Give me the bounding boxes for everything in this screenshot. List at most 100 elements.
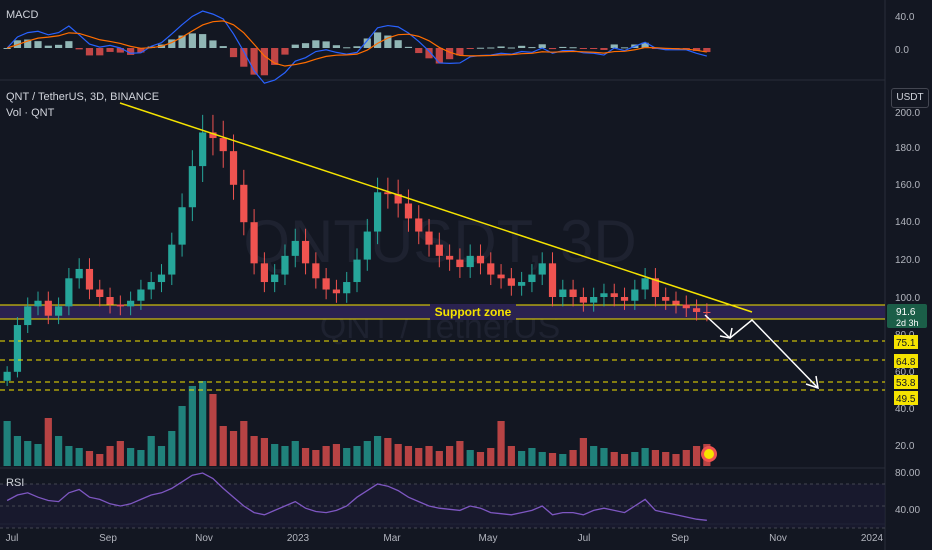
candlesticks	[3, 114, 711, 386]
macd-label: MACD	[6, 9, 38, 21]
macd-histogram-bar	[322, 41, 330, 48]
candle-body	[641, 278, 649, 290]
candle-body	[559, 289, 567, 297]
volume-bar	[651, 450, 660, 466]
macd-histogram-bar	[116, 48, 124, 53]
candle-body	[291, 240, 299, 256]
level-price-tag[interactable]	[894, 391, 918, 405]
macd-histogram-bar	[435, 48, 443, 64]
macd-histogram-bar	[44, 45, 52, 48]
rsi-band	[0, 484, 885, 528]
currency-button[interactable]: USDT	[891, 88, 929, 108]
axes-layer: 200.0180.0160.0140.0120.0100.080.060.040…	[6, 12, 927, 544]
volume-bar	[353, 446, 361, 466]
volume-bar	[3, 421, 11, 466]
time-axis-tick: May	[479, 533, 498, 544]
volume-bar	[332, 444, 341, 466]
macd-histogram-bar	[590, 48, 598, 50]
macd-histogram-bar	[507, 47, 515, 49]
candle-body	[137, 289, 145, 301]
volume-bar	[157, 446, 166, 466]
volume-bar	[250, 436, 258, 466]
macd-histogram-bar	[446, 48, 454, 60]
macd-histogram-bar	[703, 48, 711, 53]
volume-bar	[271, 444, 279, 466]
candle-body	[65, 278, 73, 307]
macd-histogram-bar	[497, 46, 505, 48]
time-axis-tick: 2024	[861, 533, 884, 544]
macd-histogram-bar	[415, 48, 423, 54]
candle-body	[281, 255, 289, 275]
macd-histogram-bar	[487, 47, 495, 49]
time-axis-tick: Mar	[383, 533, 401, 544]
volume-bar	[65, 446, 73, 466]
level-price-tag[interactable]	[894, 335, 918, 349]
candle-body	[219, 138, 227, 152]
candle-body	[600, 293, 608, 297]
candle-body	[518, 282, 526, 286]
macd-histogram-bar	[579, 48, 587, 50]
volume-bar	[34, 444, 42, 466]
candle-body	[147, 282, 155, 290]
last-price-tag[interactable]	[887, 304, 927, 328]
candle-body	[127, 300, 135, 307]
candle-body	[682, 304, 690, 309]
time-axis-tick: Jul	[6, 533, 19, 544]
rsi-label[interactable]: RSI	[6, 477, 24, 489]
volume-bar	[13, 436, 22, 466]
candle-body	[466, 255, 474, 268]
candle-body	[569, 289, 577, 297]
volume-bar	[487, 448, 495, 466]
price-axis-tick: 200.0	[895, 108, 920, 119]
volume-bar	[168, 431, 176, 466]
candle-body	[435, 244, 443, 256]
support-zone-label[interactable]: Support zone	[435, 305, 512, 319]
price-axis-tick: 180.0	[895, 143, 920, 154]
level-price-tag[interactable]	[894, 354, 918, 368]
macd-histogram-bar	[332, 45, 341, 48]
candle-body	[548, 263, 557, 297]
volume-bar	[641, 448, 649, 466]
macd-histogram-bar	[384, 35, 392, 48]
candle-body	[703, 311, 711, 313]
macd-histogram-bar	[373, 32, 382, 48]
level-price-value: 53.8	[896, 378, 916, 389]
volume-label[interactable]: Vol · QNT	[6, 107, 55, 119]
macd-axis-tick: 0.0	[895, 45, 909, 56]
candle-body	[538, 263, 546, 275]
macd-histogram-bar	[127, 48, 135, 55]
rsi-indicator	[0, 472, 885, 529]
bar-countdown: 2d 3h	[896, 318, 919, 328]
volume-bar	[682, 450, 690, 466]
macd-histogram-bar	[476, 47, 485, 49]
price-axis-tick: 140.0	[895, 217, 920, 228]
candle-body	[44, 300, 52, 316]
candle-body	[301, 240, 310, 264]
projection-path[interactable]	[704, 314, 819, 389]
macd-histogram-bar	[518, 45, 526, 48]
level-price-tag[interactable]	[894, 375, 918, 389]
price-axis-tick: 20.0	[895, 441, 915, 452]
volume-bar	[301, 448, 310, 466]
volume-bar	[456, 441, 464, 466]
volume-bar	[106, 446, 114, 466]
macd-histogram-bar	[219, 46, 227, 48]
candle-body	[507, 278, 515, 286]
volume-profile-icon[interactable]	[701, 446, 717, 462]
symbol-title[interactable]: QNT / TetherUS, 3D, BINANCE	[6, 91, 159, 103]
candle-body	[456, 259, 464, 268]
volume-bar	[96, 454, 104, 466]
macd-line	[6, 10, 708, 84]
trendline[interactable]	[119, 102, 753, 313]
volume-bar	[610, 452, 618, 466]
macd-histogram-bar	[301, 43, 310, 48]
candle-body	[322, 278, 330, 290]
volume-bar	[466, 450, 474, 466]
volume-bar	[404, 446, 413, 466]
volume-bar	[75, 448, 83, 466]
macd-histogram-bar	[394, 40, 402, 48]
candle-body	[528, 274, 536, 283]
candle-body	[497, 274, 505, 279]
volume-bar	[116, 441, 124, 466]
